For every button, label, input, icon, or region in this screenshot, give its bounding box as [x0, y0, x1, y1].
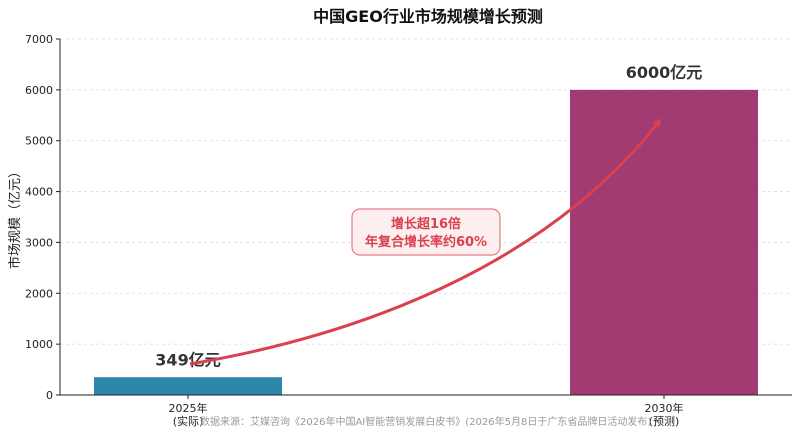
- source-note: 数据来源：艾媒咨询《2026年中国AI智能营销发展白皮书》(2026年5月8日于…: [200, 415, 651, 428]
- y-ticks: 0 1000 2000 3000 4000 5000 6000 7000: [25, 33, 60, 402]
- bar: [94, 377, 282, 395]
- growth-annotation: 增长超16倍 年复合增长率约60%: [351, 208, 501, 256]
- growth-arrow: [189, 118, 662, 366]
- y-tick-label: 4000: [25, 186, 53, 199]
- data-label: 6000亿元: [626, 63, 703, 82]
- bars: [94, 89, 758, 395]
- y-tick-label: 2000: [25, 287, 53, 300]
- y-tick-label: 7000: [25, 33, 53, 46]
- chart-title: 中国GEO行业市场规模增长预测: [313, 7, 543, 26]
- y-tick-label: 1000: [25, 338, 53, 351]
- y-tick-label: 3000: [25, 236, 53, 249]
- annotation-line-1: 增长超16倍: [391, 216, 461, 232]
- annotation-line-2: 年复合增长率约60%: [365, 234, 487, 250]
- data-labels: 349亿元 6000亿元: [155, 63, 702, 369]
- x-ticks: 2025年(实际) 2030年(预测): [169, 395, 684, 428]
- y-axis-label: 市场规模（亿元）: [7, 165, 23, 269]
- x-tick-label: 2030年(预测): [645, 401, 684, 428]
- data-label: 349亿元: [155, 350, 220, 369]
- bar: [570, 89, 758, 395]
- x-tick-label: 2025年(实际): [169, 401, 208, 428]
- y-tick-label: 5000: [25, 135, 53, 148]
- y-tick-label: 0: [46, 389, 53, 402]
- y-tick-label: 6000: [25, 84, 53, 97]
- annotation-box: [351, 208, 501, 256]
